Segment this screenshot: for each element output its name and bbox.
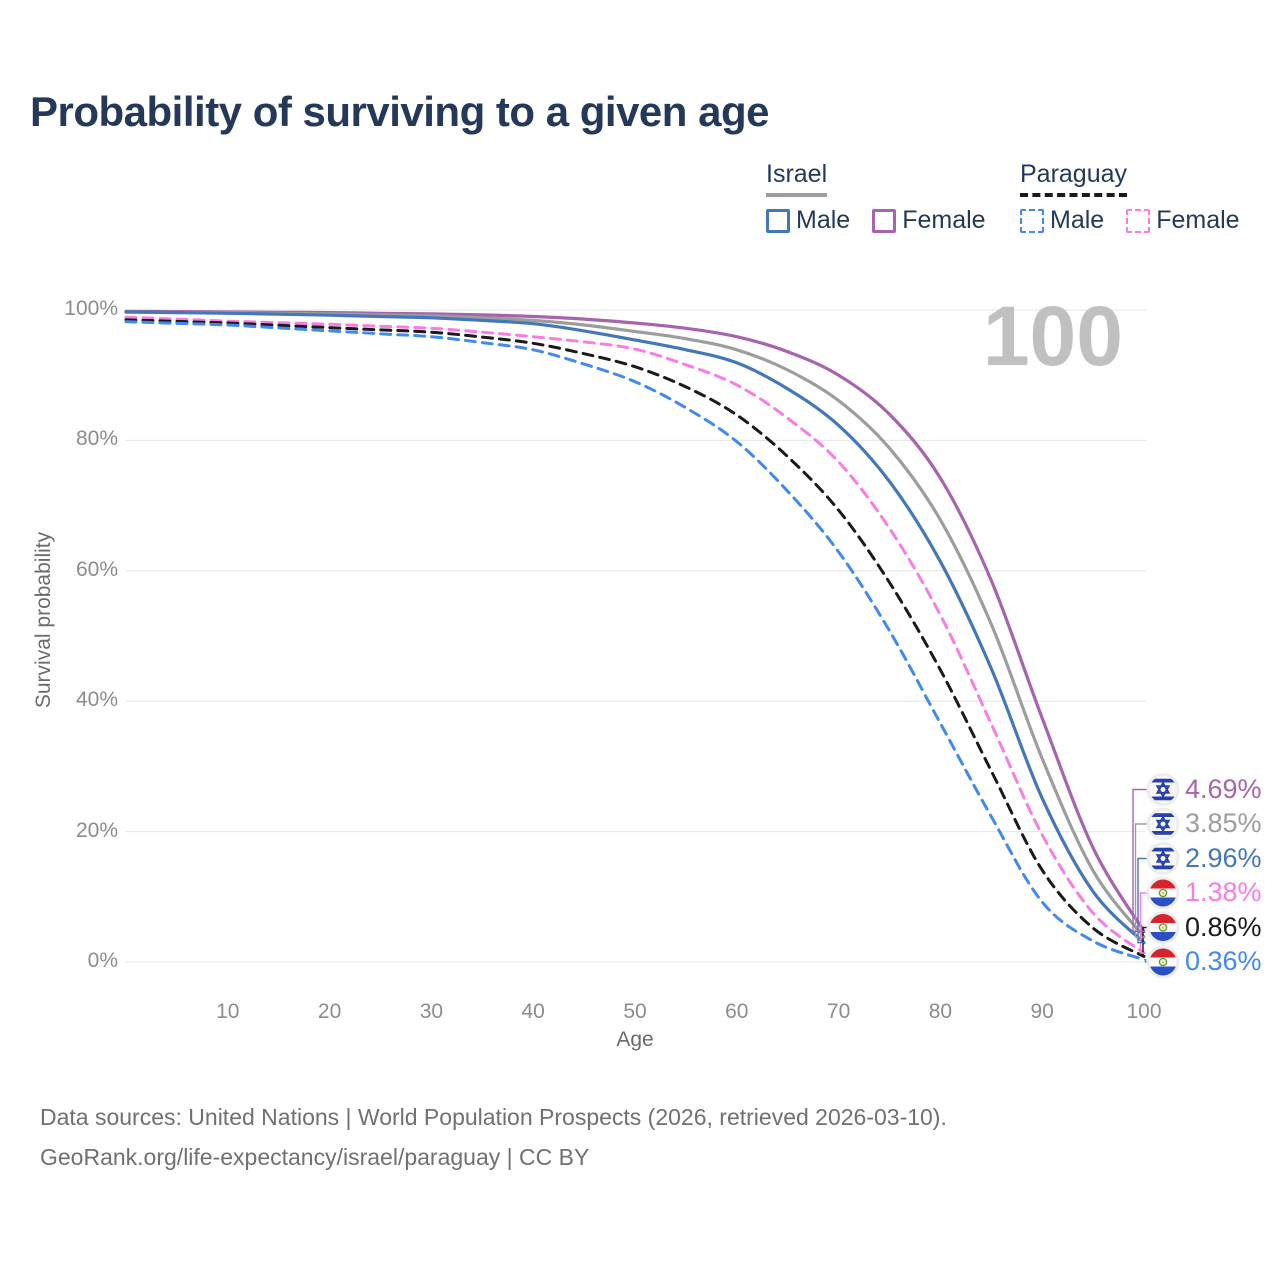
leader-line xyxy=(1142,926,1147,958)
paraguay-male-swatch-icon xyxy=(1020,208,1044,233)
legend-item-paraguay-male[interactable]: Male xyxy=(1020,206,1104,235)
x-tick-label: 10 xyxy=(216,1000,240,1023)
x-tick-label: 20 xyxy=(317,1000,342,1023)
legend-item-paraguay-female[interactable]: Female xyxy=(1126,206,1240,235)
x-tick-label: 30 xyxy=(419,1000,444,1023)
end-label-paraguay-female: 1.38% xyxy=(1185,877,1262,907)
end-label-paraguay-male: 0.36% xyxy=(1185,946,1262,976)
legend-group-paraguay: Paraguay Male Female xyxy=(1020,160,1262,235)
end-label-paraguay: 0.86% xyxy=(1185,911,1262,942)
x-tick-label: 60 xyxy=(725,1000,749,1023)
footer-data-sources: Data sources: United Nations | World Pop… xyxy=(40,1104,947,1130)
x-tick-label: 90 xyxy=(1030,1000,1054,1023)
israel-flag-icon xyxy=(1146,842,1180,875)
legend-item-israel-male[interactable]: Male xyxy=(766,206,850,235)
leader-line xyxy=(1132,788,1147,933)
paraguay-flag-icon xyxy=(1146,876,1180,910)
page-title: Probability of surviving to a given age xyxy=(30,88,769,135)
y-tick-label: 20% xyxy=(75,818,118,842)
y-tick-label: 100% xyxy=(64,297,118,320)
legend-item-israel-female[interactable]: Female xyxy=(872,206,986,235)
leader-line xyxy=(1134,823,1147,938)
legend-group-israel: Israel Male Female xyxy=(766,160,1008,235)
legend-country-paraguay[interactable]: Paraguay xyxy=(1020,160,1128,197)
paraguay-flag-icon xyxy=(1146,911,1180,944)
gridlines xyxy=(126,309,1146,963)
age-counter-watermark: 100 xyxy=(982,289,1123,383)
curve-israel-male[interactable] xyxy=(124,310,1146,945)
curve-paraguay[interactable] xyxy=(124,318,1146,958)
israel-male-swatch-icon xyxy=(766,208,790,233)
y-tick-label: 40% xyxy=(75,688,118,712)
curve-israel[interactable] xyxy=(124,310,1146,939)
x-axis-title: Age xyxy=(616,1028,654,1051)
leader-line xyxy=(1144,959,1147,963)
israel-female-swatch-icon xyxy=(872,208,897,233)
x-tick-label: 40 xyxy=(521,1000,545,1023)
y-tick-label: 80% xyxy=(75,427,118,451)
legend-country-israel[interactable]: Israel xyxy=(766,160,828,197)
legend-label-israel-female: Female xyxy=(902,206,986,234)
x-tick-label: 70 xyxy=(826,1000,851,1023)
end-label-israel-female: 4.69% xyxy=(1185,773,1262,804)
legend-label-paraguay-male: Male xyxy=(1050,206,1105,234)
y-tick-label: 0% xyxy=(87,949,118,972)
legend-label-israel-male: Male xyxy=(796,206,851,234)
x-tick-label: 50 xyxy=(623,1000,647,1023)
footer-attribution: GeoRank.org/life-expectancy/israel/parag… xyxy=(40,1144,590,1170)
paraguay-female-swatch-icon xyxy=(1126,208,1151,233)
end-label-israel: 3.85% xyxy=(1185,808,1262,838)
end-label-israel-male: 2.96% xyxy=(1185,842,1262,873)
legend-label-paraguay-female: Female xyxy=(1156,206,1240,234)
israel-flag-icon xyxy=(1146,807,1180,841)
x-tick-label: 80 xyxy=(928,1000,953,1023)
curve-paraguay-female[interactable] xyxy=(124,315,1146,955)
leader-line xyxy=(1137,857,1147,944)
curve-paraguay-male[interactable] xyxy=(124,320,1146,962)
y-tick-label: 60% xyxy=(75,557,118,581)
x-tick-label: 100 xyxy=(1126,1000,1162,1023)
leader-line xyxy=(1139,892,1147,954)
paraguay-flag-icon xyxy=(1146,945,1180,979)
israel-flag-icon xyxy=(1146,773,1180,806)
